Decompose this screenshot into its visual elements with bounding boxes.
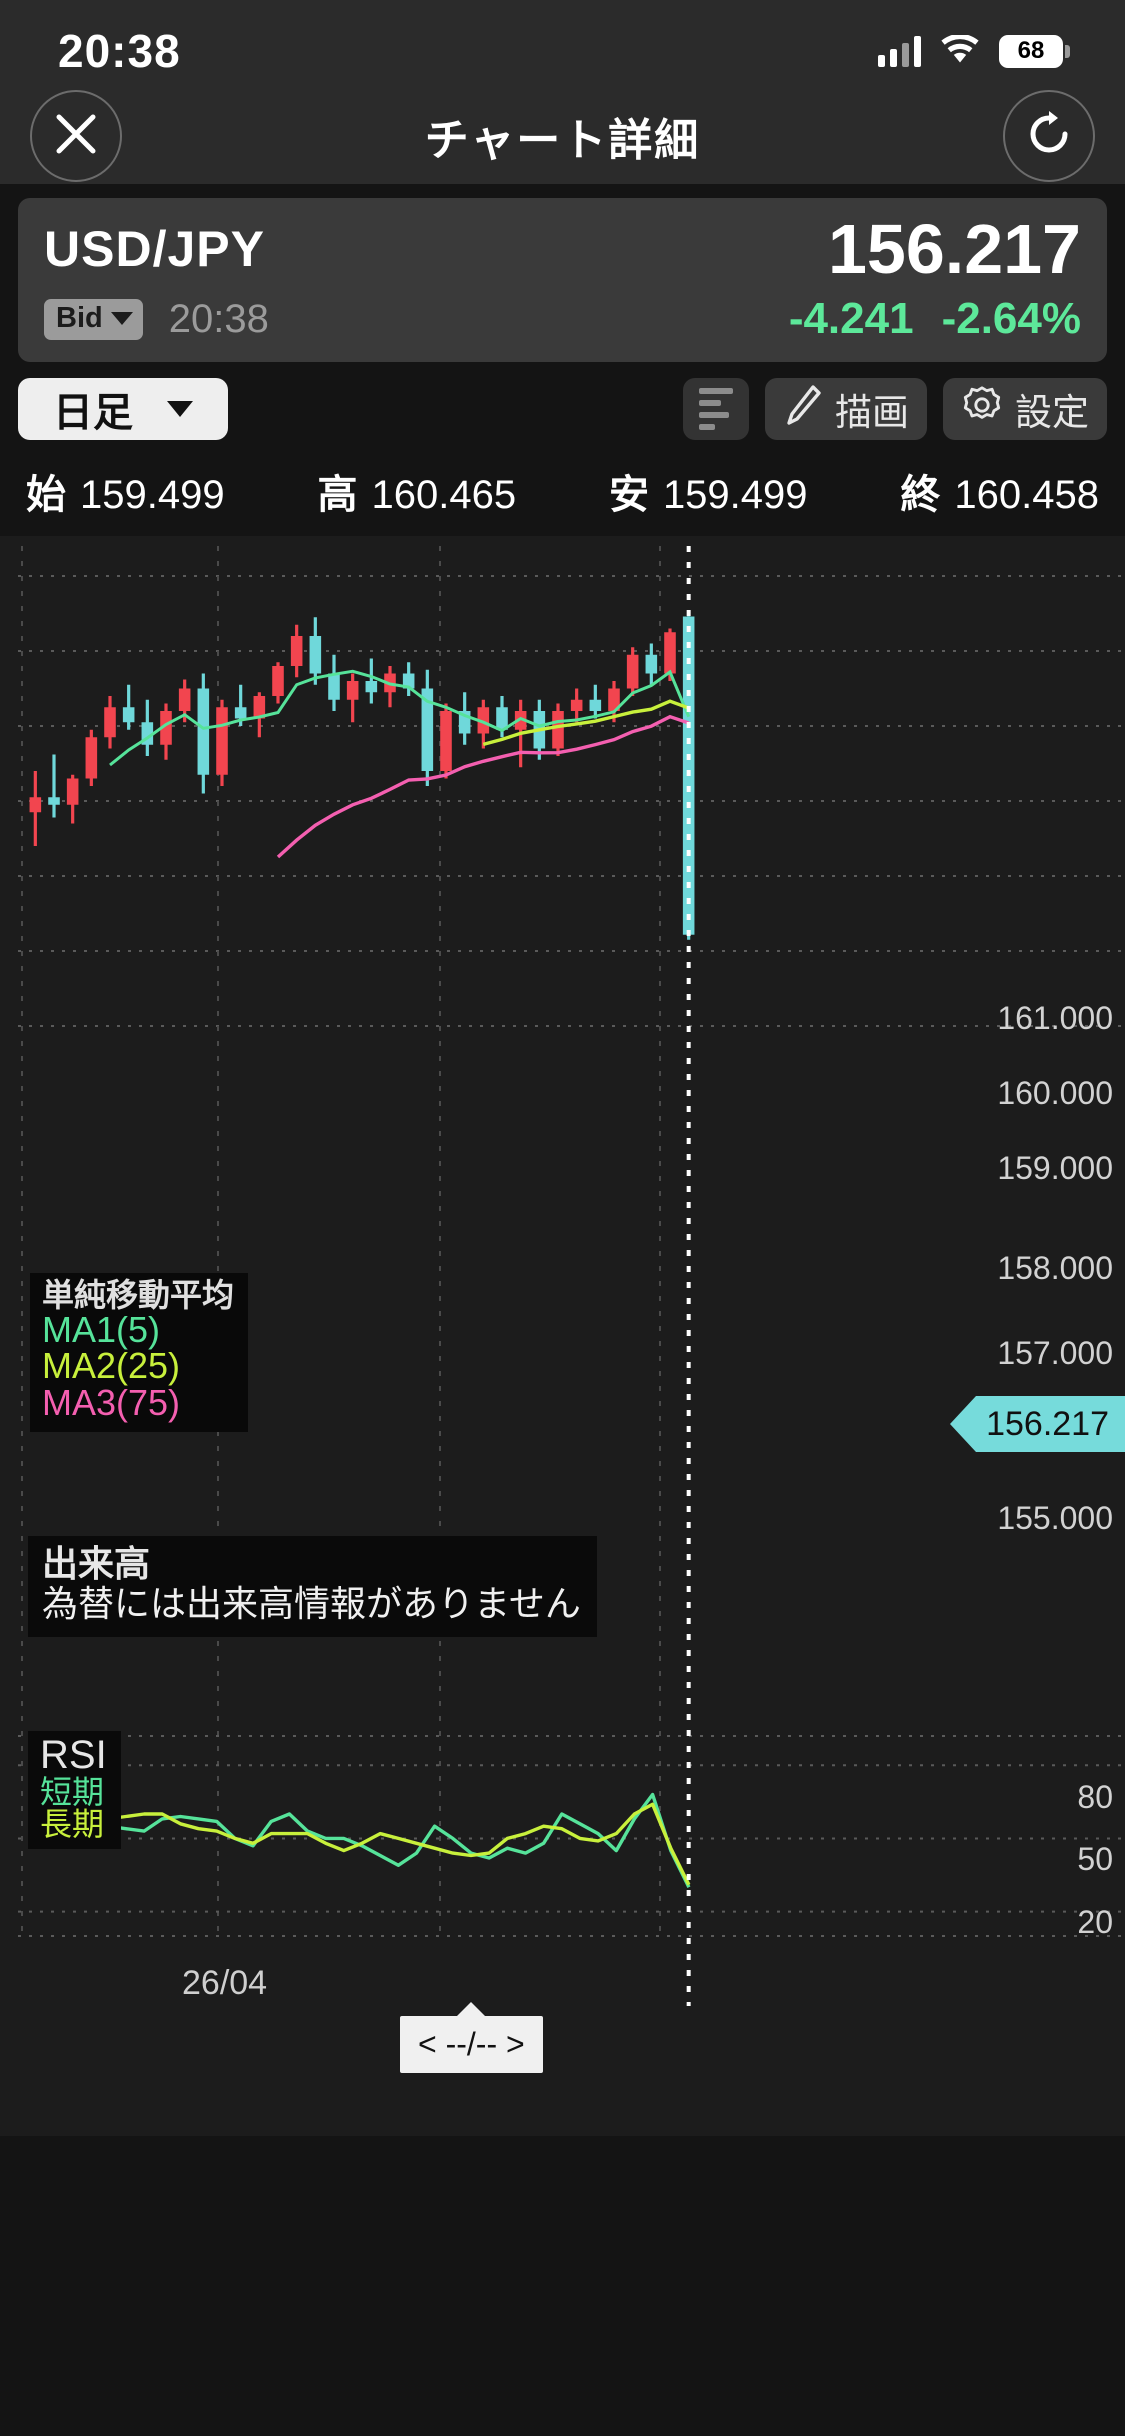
ma-legend: 単純移動平均 MA1(5) MA2(25) MA3(75) bbox=[30, 1273, 249, 1432]
current-price: 156.217 bbox=[827, 210, 1081, 288]
price-axis-tick: 158.000 bbox=[997, 1250, 1113, 1286]
rsi-axis-tick: 50 bbox=[1077, 1841, 1113, 1877]
ma-legend-item-2: MA2(25) bbox=[42, 1345, 181, 1387]
low-label: 安 bbox=[608, 473, 649, 517]
price-axis-tick: 159.000 bbox=[997, 1150, 1113, 1186]
rsi-title: RSI bbox=[40, 1733, 107, 1777]
cellular-bars-icon bbox=[878, 35, 921, 67]
ma-legend-title: 単純移動平均 bbox=[42, 1277, 235, 1313]
battery-indicator: 68 bbox=[999, 34, 1070, 68]
quote-time: 20:38 bbox=[168, 296, 269, 341]
high-value: 160.465 bbox=[371, 473, 517, 517]
high-label: 高 bbox=[317, 473, 358, 517]
current-price-tag: 156.217 bbox=[950, 1396, 1125, 1452]
refresh-button[interactable] bbox=[1003, 90, 1095, 182]
price-axis-tick: 161.000 bbox=[997, 1000, 1113, 1036]
change-percent: -2.64% bbox=[941, 294, 1081, 343]
chart-toolbar: 日足 描画 設定 bbox=[0, 362, 1125, 440]
volume-message: 為替には出来高情報がありません bbox=[42, 1583, 581, 1625]
cursor-date-value: < --/-- > bbox=[418, 2026, 525, 2062]
close-label: 終 bbox=[900, 473, 941, 517]
indicator-button[interactable] bbox=[683, 378, 749, 440]
indicator-bars-icon bbox=[699, 388, 733, 430]
ohlc-row: 始 159.499 高 160.465 安 159.499 終 160.458 bbox=[0, 440, 1125, 536]
x-axis-tick-label: 26/04 bbox=[182, 1964, 268, 2002]
chevron-down-icon bbox=[110, 311, 133, 325]
timeframe-label: 日足 bbox=[53, 391, 133, 435]
ohlc-close: 終 160.458 bbox=[900, 462, 1099, 520]
ohlc-open: 始 159.499 bbox=[26, 462, 225, 520]
ohlc-low: 安 159.499 bbox=[609, 462, 808, 520]
price-axis-tick: 160.000 bbox=[997, 1075, 1113, 1111]
open-value: 159.499 bbox=[80, 473, 225, 517]
settings-label: 設定 bbox=[1015, 392, 1089, 433]
price-tag-arrow-icon bbox=[950, 1396, 977, 1452]
volume-panel-legend: 出来高 為替には出来高情報がありません bbox=[28, 1536, 597, 1637]
rsi-legend-item-2: 長期 bbox=[40, 1806, 105, 1843]
close-value: 160.458 bbox=[954, 473, 1099, 517]
price-axis-tick: 155.000 bbox=[997, 1500, 1113, 1536]
rsi-axis-tick: 20 bbox=[1077, 1904, 1113, 1940]
symbol-label: USD/JPY bbox=[44, 221, 265, 277]
low-value: 159.499 bbox=[662, 473, 808, 517]
nav-bar: チャート詳細 bbox=[0, 88, 1125, 184]
bid-ask-dropdown[interactable]: Bid bbox=[44, 298, 143, 340]
ma-legend-item-1: MA1(5) bbox=[42, 1308, 161, 1350]
open-label: 始 bbox=[26, 473, 66, 517]
close-icon bbox=[53, 111, 99, 162]
wifi-icon bbox=[939, 35, 981, 67]
timeframe-dropdown[interactable]: 日足 bbox=[18, 378, 228, 440]
pencil-icon bbox=[783, 383, 823, 436]
battery-level: 68 bbox=[1017, 37, 1045, 64]
status-time: 20:38 bbox=[58, 25, 181, 77]
status-bar: 20:38 68 bbox=[0, 0, 1125, 88]
gear-icon bbox=[961, 383, 1003, 436]
page-title: チャート詳細 bbox=[424, 116, 701, 165]
change-absolute: -4.241 bbox=[788, 294, 914, 343]
close-button[interactable] bbox=[30, 90, 122, 182]
price-axis-tick: 157.000 bbox=[997, 1335, 1113, 1371]
ohlc-high: 高 160.465 bbox=[317, 462, 516, 520]
current-price-tag-value: 156.217 bbox=[986, 1404, 1109, 1443]
draw-label: 描画 bbox=[835, 392, 909, 433]
chart-svg bbox=[18, 546, 1125, 2006]
quote-card[interactable]: USD/JPY 156.217 Bid 20:38 -4.241 -2.64% bbox=[18, 198, 1107, 362]
chip-pointer-icon bbox=[457, 2002, 486, 2016]
ma-legend-item-3: MA3(75) bbox=[42, 1382, 181, 1424]
chevron-down-icon bbox=[167, 401, 193, 417]
rsi-legend-item-1: 短期 bbox=[40, 1773, 105, 1810]
refresh-icon bbox=[1024, 109, 1074, 164]
status-indicators: 68 bbox=[878, 21, 1070, 68]
rsi-axis-tick: 80 bbox=[1077, 1779, 1113, 1815]
chart-canvas[interactable]: 単純移動平均 MA1(5) MA2(25) MA3(75) 161.000 16… bbox=[0, 536, 1125, 2136]
quote-section: USD/JPY 156.217 Bid 20:38 -4.241 -2.64% bbox=[0, 184, 1125, 362]
settings-button[interactable]: 設定 bbox=[943, 378, 1107, 440]
rsi-legend: RSI 短期 長期 bbox=[28, 1731, 121, 1850]
volume-title: 出来高 bbox=[42, 1543, 151, 1584]
cursor-date-chip[interactable]: < --/-- > bbox=[400, 2002, 543, 2073]
draw-button[interactable]: 描画 bbox=[765, 378, 927, 440]
bid-label: Bid bbox=[56, 301, 103, 334]
